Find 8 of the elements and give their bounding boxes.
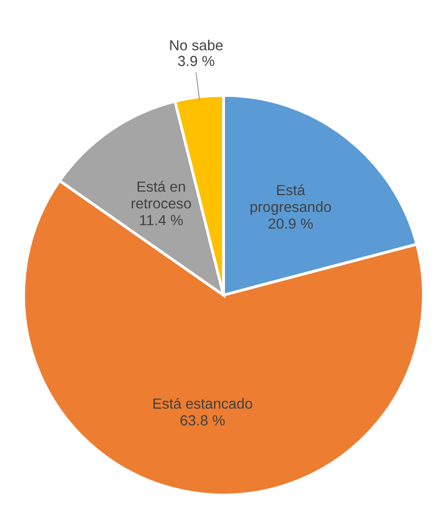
slice-label: Está en retroceso xyxy=(132,180,191,209)
data-label: 3.9 % xyxy=(178,56,214,66)
slice-label: No sabe xyxy=(170,40,223,50)
data-label: 63.8 % xyxy=(180,415,225,426)
slice-label: Está progresando xyxy=(250,184,331,215)
slice-label: Está estancado xyxy=(153,398,252,409)
data-label: 20.9 % xyxy=(268,218,313,229)
data-label: 11.4 % xyxy=(140,215,183,226)
